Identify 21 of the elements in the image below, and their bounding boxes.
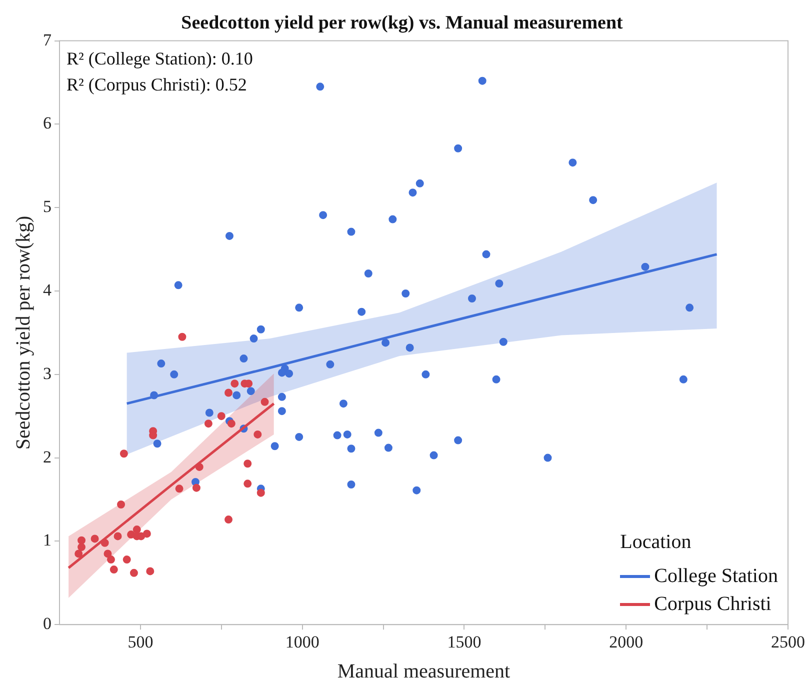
y-tick-label: 4 <box>43 280 52 300</box>
y-tick-label: 3 <box>43 364 52 383</box>
legend-label: College Station <box>654 564 778 588</box>
x-tick-label: 2500 <box>771 632 805 652</box>
y-tick-label: 2 <box>43 447 52 466</box>
x-axis-title: Manual measurement <box>337 660 511 682</box>
y-tick-label: 0 <box>43 614 52 634</box>
x-tick-label: 2000 <box>609 632 644 652</box>
y-tick-label: 6 <box>43 114 52 133</box>
x-tick-label: 500 <box>128 632 154 652</box>
y-tick-label: 7 <box>43 30 52 50</box>
chart-title: Seedcotton yield per row(kg) vs. Manual measurement <box>181 12 624 34</box>
x-tick-label: 1000 <box>285 632 320 652</box>
legend-title: Location <box>620 531 692 554</box>
y-axis-title: Seedcotton yield per row(kg) <box>12 216 34 450</box>
annotation: R² (College Station): 0.10 <box>66 48 253 69</box>
y-tick-label: 1 <box>43 530 52 550</box>
x-tick-label: 1500 <box>447 632 482 652</box>
y-tick-label: 5 <box>43 197 52 216</box>
legend-label: Corpus Christi <box>654 592 772 616</box>
annotation: R² (Corpus Christi): 0.52 <box>66 74 247 95</box>
